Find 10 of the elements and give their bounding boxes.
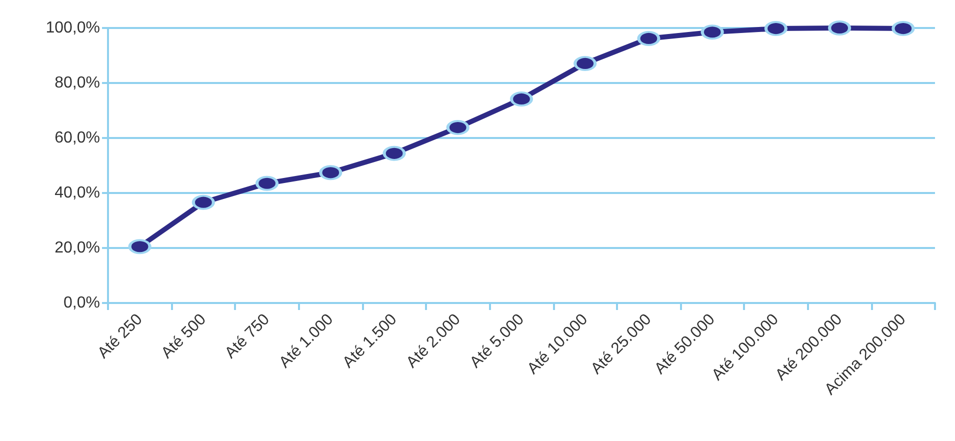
- y-tick-label: 40,0%: [54, 184, 100, 202]
- x-tick-label: Até 250: [94, 310, 146, 362]
- point: [638, 30, 660, 46]
- y-tick-label: 60,0%: [54, 130, 100, 146]
- x-tick-label: Até 750: [222, 310, 274, 362]
- y-tick-label: 0,0%: [64, 294, 100, 312]
- y-tick-label: 100,0%: [46, 20, 100, 36]
- x-tick-label: Até 500: [158, 310, 210, 362]
- y-tick-label: 80,0%: [54, 74, 100, 92]
- y-tick-label: 20,0%: [54, 240, 100, 256]
